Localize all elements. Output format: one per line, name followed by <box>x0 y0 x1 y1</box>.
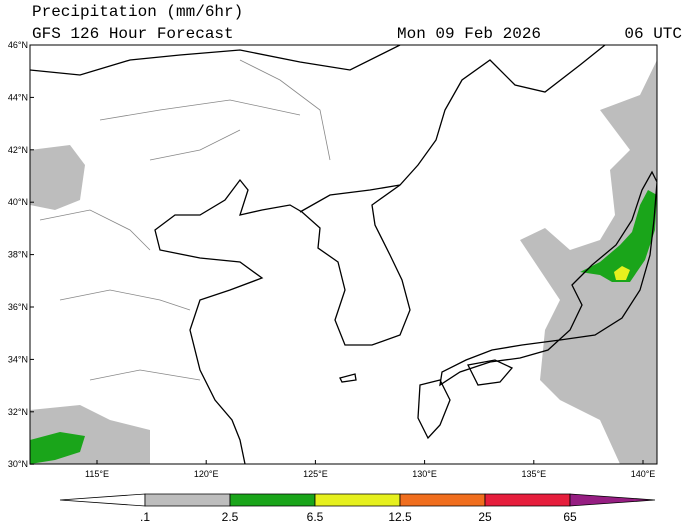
lon-label: 125°E <box>303 469 328 479</box>
precip-area <box>580 190 657 282</box>
lon-label: 130°E <box>412 469 437 479</box>
colorbar-label: 65 <box>563 510 577 524</box>
lon-label: 140°E <box>631 469 656 479</box>
lat-label: 34°N <box>8 354 28 364</box>
lat-label: 46°N <box>8 40 28 50</box>
lat-label: 32°N <box>8 407 28 417</box>
colorbar-label: 12.5 <box>388 510 412 524</box>
colorbar-segment <box>314 493 401 507</box>
precip-area <box>614 266 630 280</box>
subtitle: GFS 126 Hour Forecast <box>32 25 234 43</box>
precip-area <box>30 432 85 464</box>
coastlines <box>30 45 657 464</box>
colorbar-segment <box>484 493 571 507</box>
lat-label: 42°N <box>8 145 28 155</box>
title: Precipitation (mm/6hr) <box>32 3 243 21</box>
colorbar-segment <box>399 493 486 507</box>
date: Mon 09 Feb 2026 <box>397 25 541 43</box>
colorbar-label: 2.5 <box>222 510 239 524</box>
coastline <box>339 373 357 383</box>
coastline <box>417 379 451 440</box>
coastline <box>154 45 606 464</box>
colorbar-label: .1 <box>140 510 150 524</box>
colorbar-segment <box>59 493 146 507</box>
border <box>299 184 401 213</box>
precip <box>30 60 657 464</box>
precip-area <box>520 60 657 464</box>
time: 06 UTC <box>624 25 682 43</box>
colorbar-segment <box>229 493 316 507</box>
lat-label: 44°N <box>8 92 28 102</box>
map <box>29 44 658 465</box>
coastline <box>467 359 514 386</box>
colorbar-segment <box>144 493 231 507</box>
colorbar-label: 6.5 <box>307 510 324 524</box>
coastline <box>439 170 657 387</box>
lon-label: 120°E <box>194 469 219 479</box>
lat-label: 30°N <box>8 459 28 469</box>
lon-label: 135°E <box>521 469 546 479</box>
lat-label: 38°N <box>8 250 28 260</box>
lat-label: 40°N <box>8 197 28 207</box>
precip-area <box>30 145 85 210</box>
colorbar-segment <box>569 493 656 507</box>
colorbar-label: 25 <box>478 510 492 524</box>
border <box>30 45 401 76</box>
province-border <box>39 59 331 381</box>
lon-label: 115°E <box>85 469 109 479</box>
lat-label: 36°N <box>8 302 28 312</box>
